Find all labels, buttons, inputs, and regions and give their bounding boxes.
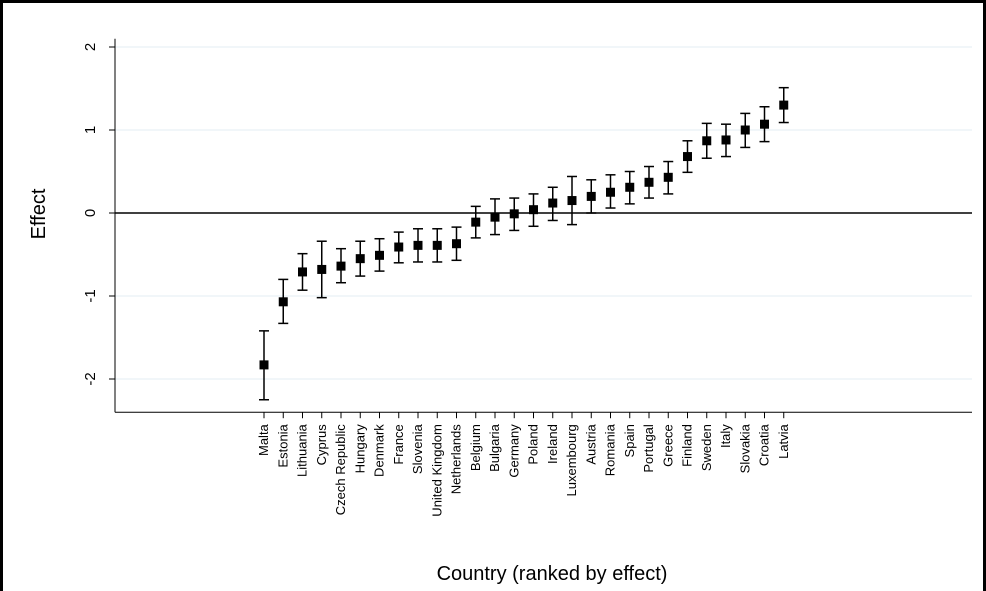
point-marker bbox=[259, 360, 269, 370]
point-marker bbox=[452, 239, 461, 249]
x-tick-label: Czech Republic bbox=[333, 424, 348, 516]
point-marker bbox=[278, 297, 288, 307]
point-marker bbox=[548, 198, 558, 208]
point-marker bbox=[375, 250, 384, 260]
x-tick-label: Poland bbox=[526, 424, 541, 464]
y-tick-label: -1 bbox=[82, 289, 99, 302]
x-tick-label: France bbox=[391, 424, 406, 464]
x-tick-label: Slovakia bbox=[737, 423, 752, 473]
x-tick-label: Finland bbox=[680, 424, 695, 467]
point-marker bbox=[509, 209, 519, 219]
x-tick-label: Portugal bbox=[641, 424, 656, 473]
point-marker bbox=[355, 254, 365, 264]
y-ticks: -2 -1 0 1 2 bbox=[82, 43, 115, 386]
x-tick-label: Belgium bbox=[468, 424, 483, 471]
x-tick-label: Latvia bbox=[776, 423, 791, 458]
point-marker bbox=[606, 187, 615, 197]
x-tick-label: Lithuania bbox=[295, 423, 310, 477]
x-tick-label: Slovenia bbox=[410, 423, 425, 474]
x-tick-label: Malta bbox=[256, 423, 271, 456]
y-tick-label: 1 bbox=[82, 126, 99, 134]
point-marker bbox=[394, 242, 404, 252]
point-marker bbox=[567, 196, 577, 206]
point-marker bbox=[413, 240, 423, 250]
y-axis-title: Effect bbox=[28, 188, 50, 239]
point-marker bbox=[683, 152, 692, 162]
point-marker bbox=[740, 125, 750, 135]
x-axis-title: Country (ranked by effect) bbox=[437, 563, 668, 585]
x-tick-label: Croatia bbox=[757, 423, 772, 466]
point-marker bbox=[432, 240, 442, 250]
point-marker bbox=[625, 182, 635, 192]
point-marker bbox=[317, 264, 327, 274]
x-tick-label: Cyprus bbox=[314, 424, 329, 466]
x-tick-label: Netherlands bbox=[449, 424, 464, 495]
x-tick-label: Germany bbox=[506, 424, 521, 478]
gridlines bbox=[115, 46, 972, 380]
point-marker bbox=[760, 119, 769, 129]
x-tick-label: Ireland bbox=[545, 424, 560, 464]
y-tick-label: 0 bbox=[82, 209, 99, 217]
point-marker bbox=[644, 177, 654, 187]
point-marker bbox=[779, 100, 789, 110]
point-marker bbox=[298, 267, 307, 277]
x-tick-labels: Malta Estonia Lithuania Cyprus Czech Republi… bbox=[256, 412, 791, 517]
error-bars bbox=[259, 86, 789, 401]
axes bbox=[114, 38, 972, 413]
x-tick-label: Denmark bbox=[372, 424, 387, 477]
x-tick-label: Luxembourg bbox=[564, 424, 579, 496]
x-tick-label: Austria bbox=[583, 423, 598, 464]
x-tick-label: Sweden bbox=[699, 424, 714, 471]
y-tick-label: 2 bbox=[82, 43, 99, 51]
point-marker bbox=[663, 172, 673, 182]
point-marker bbox=[529, 205, 538, 215]
point-marker bbox=[490, 212, 500, 222]
x-tick-label: Bulgaria bbox=[487, 423, 502, 471]
x-tick-label: Hungary bbox=[352, 424, 367, 474]
x-tick-label: Spain bbox=[622, 424, 637, 457]
y-tick-label: -2 bbox=[82, 372, 99, 385]
x-tick-label: Romania bbox=[603, 423, 618, 476]
point-marker bbox=[586, 191, 596, 201]
x-tick-label: Italy bbox=[718, 424, 733, 448]
point-marker bbox=[471, 217, 481, 227]
x-tick-label: United Kingdom bbox=[429, 424, 444, 517]
point-markers bbox=[259, 100, 789, 370]
x-tick-label: Estonia bbox=[275, 423, 290, 467]
point-marker bbox=[336, 261, 346, 271]
point-marker bbox=[702, 136, 712, 146]
point-marker bbox=[721, 135, 731, 145]
x-tick-label: Greece bbox=[660, 424, 675, 467]
